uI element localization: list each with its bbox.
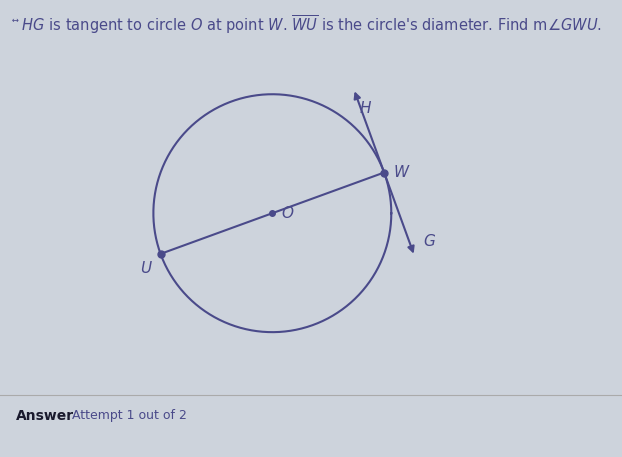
Text: $\overleftrightarrow{HG}$ is tangent to circle $O$ at point $W$. $\overline{WU}$: $\overleftrightarrow{HG}$ is tangent to … [12, 14, 602, 36]
Text: H: H [360, 101, 371, 116]
Text: Attempt 1 out of 2: Attempt 1 out of 2 [72, 409, 187, 422]
Text: Answer: Answer [16, 409, 73, 423]
Text: O: O [282, 206, 294, 221]
Text: W: W [394, 165, 409, 180]
Text: G: G [423, 234, 435, 249]
Text: U: U [140, 261, 151, 276]
